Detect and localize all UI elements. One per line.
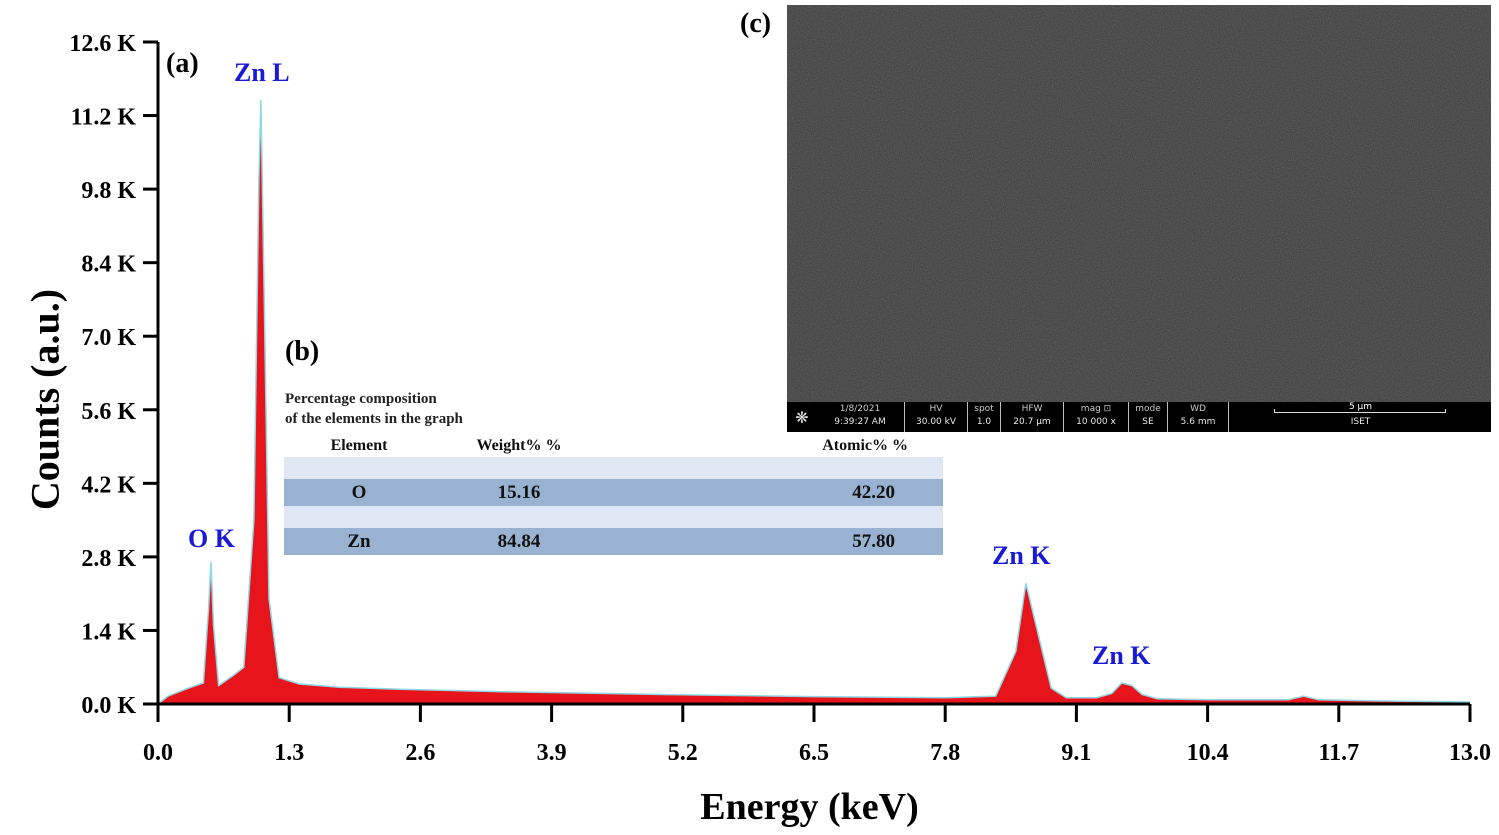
- sem-datetime: 1/8/2021 9:39:27 AM: [817, 402, 903, 432]
- y-tick-label: 4.2 K: [81, 472, 136, 498]
- sem-hv: HV 30.00 kV: [904, 402, 967, 432]
- table-title: Percentage composition of the elements i…: [285, 389, 463, 429]
- x-tick-label: 11.7: [1318, 740, 1359, 766]
- sem-spot: spot 1.0: [967, 402, 1000, 432]
- panel-label-a: (a): [166, 48, 199, 79]
- y-tick-label: 5.6 K: [81, 399, 136, 425]
- sem-wd-label: WD: [1190, 404, 1206, 414]
- composition-table: Element Weight% % Atomic% % O 15.16 42.2…: [284, 435, 943, 555]
- plot-area: [157, 99, 1471, 705]
- table-row: Zn 84.84 57.80: [284, 528, 943, 555]
- cell-element: Zn: [284, 528, 434, 555]
- x-axis-label: Energy (keV): [700, 786, 919, 828]
- table-spacer-row: [284, 506, 943, 528]
- x-tick-label: 5.2: [668, 740, 698, 766]
- sem-hv-value: 30.00 kV: [916, 417, 956, 427]
- x-ticks: 0.0 1.3 2.6 3.9 5.2 6.5 7.8 9.1 10.4 11.7 13.0: [143, 704, 1491, 766]
- table-row: O 15.16 42.20: [284, 479, 943, 506]
- y-tick-label: 2.8 K: [81, 546, 136, 572]
- x-tick-label: 3.9: [537, 740, 567, 766]
- sem-date: 1/8/2021: [839, 404, 881, 414]
- x-tick-label: 10.4: [1187, 740, 1229, 766]
- header-atomic: Atomic% %: [604, 435, 943, 457]
- x-tick-label: 1.3: [274, 740, 304, 766]
- sem-scale-value: 5 µm: [1348, 402, 1373, 412]
- sem-image-panel: ❋ 1/8/2021 9:39:27 AM HV 30.00 kV spot 1…: [787, 5, 1491, 432]
- cell-weight: 84.84: [434, 528, 604, 555]
- y-tick-label: 0.0 K: [81, 693, 136, 719]
- cell-atomic: 42.20: [604, 479, 943, 506]
- sem-spot-label: spot: [974, 404, 994, 414]
- sem-hfw-value: 20.7 µm: [1013, 417, 1051, 427]
- sem-mag: mag ⊡ 10 000 x: [1063, 402, 1128, 432]
- sem-hfw-label: HFW: [1021, 404, 1043, 414]
- peak-label-o-k: O K: [188, 524, 235, 553]
- y-tick-label: 8.4 K: [81, 252, 136, 278]
- y-tick-label: 7.0 K: [81, 325, 136, 351]
- table-spacer-row: [284, 457, 943, 479]
- y-tick-label: 11.2 K: [71, 105, 137, 131]
- cell-weight: 15.16: [434, 479, 604, 506]
- sem-wd-value: 5.6 mm: [1180, 417, 1216, 427]
- header-weight: Weight% %: [434, 435, 604, 457]
- sem-info-bar: ❋ 1/8/2021 9:39:27 AM HV 30.00 kV spot 1…: [787, 402, 1491, 432]
- sem-mag-value: 10 000 x: [1076, 417, 1116, 427]
- peak-label-zn-k-beta: Zn K: [1092, 641, 1151, 670]
- sem-time: 9:39:27 AM: [834, 417, 886, 427]
- sem-mode-label: mode: [1135, 404, 1161, 414]
- sem-hfw: HFW 20.7 µm: [1000, 402, 1063, 432]
- table-title-line2: of the elements in the graph: [285, 411, 463, 427]
- sem-wd: WD 5.6 mm: [1167, 402, 1228, 432]
- panel-label-b: (b): [285, 336, 320, 367]
- spectrum-line-series-0: [157, 99, 1471, 705]
- cell-atomic: 57.80: [604, 528, 943, 555]
- sem-institution: ISET: [1350, 417, 1371, 427]
- table-header-row: Element Weight% % Atomic% %: [284, 435, 943, 457]
- cell-element: O: [284, 479, 434, 506]
- y-tick-label: 1.4 K: [81, 619, 136, 645]
- microscope-logo-icon: ❋: [795, 408, 809, 427]
- peak-label-zn-k-alpha: Zn K: [992, 541, 1051, 570]
- x-tick-label: 9.1: [1061, 740, 1091, 766]
- sem-mag-label: mag ⊡: [1080, 404, 1112, 414]
- x-tick-label: 7.8: [930, 740, 960, 766]
- x-tick-label: 13.0: [1449, 740, 1491, 766]
- y-tick-label: 12.6 K: [69, 31, 136, 57]
- header-element: Element: [284, 435, 434, 457]
- x-tick-label: 0.0: [143, 740, 173, 766]
- scale-bar-line: [1274, 409, 1446, 413]
- y-axis-label: Counts (a.u.): [22, 288, 68, 511]
- y-tick-label: 9.8 K: [81, 178, 136, 204]
- panel-label-c: (c): [740, 8, 772, 39]
- table-title-line1: Percentage composition: [285, 391, 437, 407]
- sem-scalebar: 5 µm ISET: [1228, 402, 1491, 432]
- sem-micrograph: [787, 5, 1491, 402]
- sem-mode-value: SE: [1142, 417, 1154, 427]
- x-tick-label: 2.6: [405, 740, 435, 766]
- sem-spot-value: 1.0: [976, 417, 992, 427]
- sem-hv-label: HV: [929, 404, 943, 414]
- x-tick-label: 6.5: [799, 740, 829, 766]
- sem-mode: mode SE: [1128, 402, 1167, 432]
- peak-label-zn-l: Zn L: [234, 58, 290, 87]
- y-ticks: 0.0 K 1.4 K 2.8 K 4.2 K 5.6 K 7.0 K 8.4 K 9.8 K…: [69, 31, 158, 719]
